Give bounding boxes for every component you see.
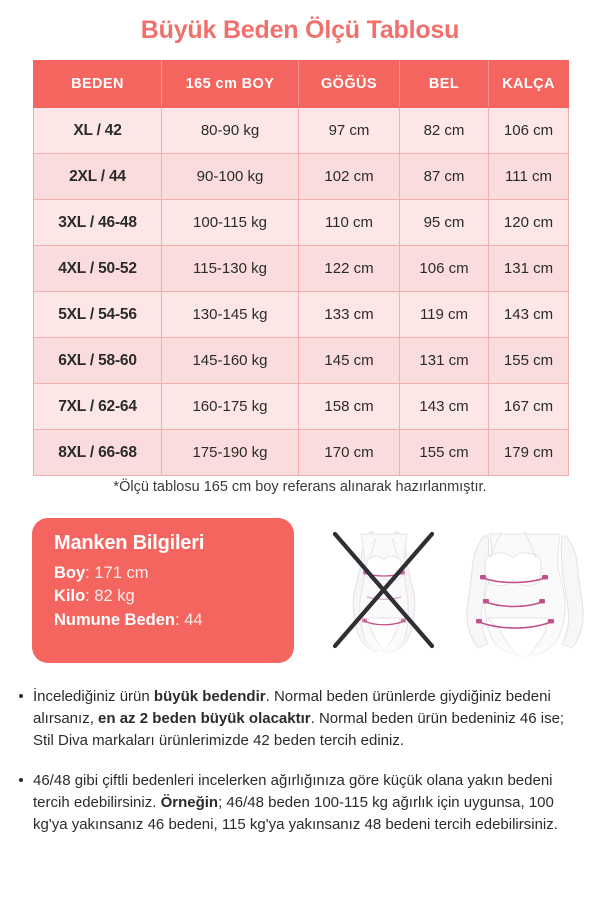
table-row: 7XL / 62-64 160-175 kg 158 cm 143 cm 167… [33, 383, 569, 430]
model-info-value-boy: 171 cm [94, 564, 149, 582]
model-info-separator: : [85, 564, 95, 582]
size-chart-table: BEDEN 165 cm BOY GÖĞÜS BEL KALÇA XL / 42… [33, 60, 569, 476]
table-row: 2XL / 44 90-100 kg 102 cm 87 cm 111 cm [33, 153, 569, 200]
cell-kalca: 131 cm [488, 245, 569, 292]
cell-gogus: 170 cm [298, 429, 400, 476]
cell-gogus: 158 cm [298, 383, 400, 430]
column-header-boy: 165 cm BOY [161, 60, 299, 108]
model-info-label-boy: Boy [54, 564, 86, 582]
table-row: 8XL / 66-68 175-190 kg 170 cm 155 cm 179… [33, 429, 569, 476]
cell-bel: 106 cm [399, 245, 489, 292]
cell-gogus: 110 cm [298, 199, 400, 246]
cell-bel: 82 cm [399, 107, 489, 154]
cell-beden: 4XL / 50-52 [33, 245, 162, 292]
cell-gogus: 122 cm [298, 245, 400, 292]
list-item: 46/48 gibi çiftli bedenleri incelerken a… [0, 770, 600, 836]
cell-bel: 95 cm [399, 199, 489, 246]
column-header-bel: BEL [399, 60, 489, 108]
table-row: 5XL / 54-56 130-145 kg 133 cm 119 cm 143… [33, 291, 569, 338]
table-header-row: BEDEN 165 cm BOY GÖĞÜS BEL KALÇA [33, 60, 569, 108]
list-item: İncelediğiniz ürün büyük bedendir. Norma… [0, 686, 600, 752]
model-info-row-kilo: Kilo: 82 kg [54, 585, 294, 608]
table-body: XL / 42 80-90 kg 97 cm 82 cm 106 cm 2XL … [33, 107, 569, 476]
table-row: 6XL / 58-60 145-160 kg 145 cm 131 cm 155… [33, 337, 569, 384]
model-info-row-numune-beden: Numune Beden: 44 [54, 609, 294, 632]
cell-kalca: 155 cm [488, 337, 569, 384]
cell-bel: 143 cm [399, 383, 489, 430]
cell-beden: 7XL / 62-64 [33, 383, 162, 430]
model-info-label-kilo: Kilo [54, 587, 86, 606]
cell-boy: 130-145 kg [161, 291, 299, 338]
cell-kalca: 111 cm [488, 153, 569, 200]
cell-beden: 5XL / 54-56 [33, 291, 162, 338]
bullet-icon [19, 778, 23, 783]
cell-boy: 160-175 kg [161, 383, 299, 430]
cell-kalca: 143 cm [488, 291, 569, 338]
cell-boy: 115-130 kg [161, 245, 299, 292]
cell-gogus: 97 cm [298, 107, 400, 154]
table-header: BEDEN 165 cm BOY GÖĞÜS BEL KALÇA [33, 60, 569, 108]
cell-bel: 131 cm [399, 337, 489, 384]
model-info-value-numune-beden: 44 [184, 610, 203, 629]
cell-boy: 90-100 kg [161, 153, 299, 200]
cell-beden: XL / 42 [33, 107, 162, 154]
model-info-label-numune-beden: Numune Beden [54, 610, 176, 629]
cell-gogus: 145 cm [298, 337, 400, 384]
cell-kalca: 106 cm [488, 107, 569, 154]
cell-bel: 155 cm [399, 429, 489, 476]
cell-kalca: 120 cm [488, 199, 569, 246]
table-row: 4XL / 50-52 115-130 kg 122 cm 106 cm 131… [33, 245, 569, 292]
model-info-separator: : [175, 610, 185, 629]
cell-kalca: 167 cm [488, 383, 569, 430]
cell-boy: 80-90 kg [161, 107, 299, 154]
cell-bel: 87 cm [399, 153, 489, 200]
model-info-separator: : [85, 587, 95, 606]
cell-boy: 175-190 kg [161, 429, 299, 476]
cell-kalca: 179 cm [488, 429, 569, 476]
table-footnote: *Ölçü tablosu 165 cm boy referans alınar… [113, 479, 487, 495]
cell-beden: 6XL / 58-60 [33, 337, 162, 384]
cell-beden: 8XL / 66-68 [33, 429, 162, 476]
slim-female-torso-icon [348, 531, 424, 662]
column-header-beden: BEDEN [33, 60, 162, 108]
cell-boy: 100-115 kg [161, 199, 299, 246]
table-row: 3XL / 46-48 100-115 kg 110 cm 95 cm 120 … [33, 199, 569, 246]
page-title: Büyük Beden Ölçü Tablosu [140, 16, 460, 44]
cell-beden: 2XL / 44 [33, 153, 162, 200]
cell-gogus: 102 cm [298, 153, 400, 200]
plus-size-female-torso-icon [462, 531, 590, 668]
column-header-gogus: GÖĞÜS [298, 60, 400, 108]
model-info-heading: Manken Bilgileri [54, 532, 205, 554]
cell-bel: 119 cm [399, 291, 489, 338]
column-header-kalca: KALÇA [488, 60, 569, 108]
table-row: XL / 42 80-90 kg 97 cm 82 cm 106 cm [33, 107, 569, 154]
note-text: 46/48 gibi çiftli bedenleri incelerken a… [33, 772, 558, 834]
cross-out-icon [332, 531, 435, 649]
bullet-icon [19, 694, 23, 698]
model-info-card: Manken Bilgileri Boy: 171 cm Kilo: 82 kg… [32, 518, 294, 663]
notes-list: İncelediğiniz ürün büyük bedendir. Norma… [0, 686, 600, 854]
note-text: İncelediğiniz ürün büyük bedendir. Norma… [33, 688, 565, 750]
model-info-value-kilo: 82 kg [94, 587, 135, 606]
body-figures-illustration [310, 518, 590, 668]
model-info-row-boy: Boy: 171 cm [54, 562, 294, 585]
cell-beden: 3XL / 46-48 [33, 199, 162, 246]
cell-boy: 145-160 kg [161, 337, 299, 384]
cell-gogus: 133 cm [298, 291, 400, 338]
